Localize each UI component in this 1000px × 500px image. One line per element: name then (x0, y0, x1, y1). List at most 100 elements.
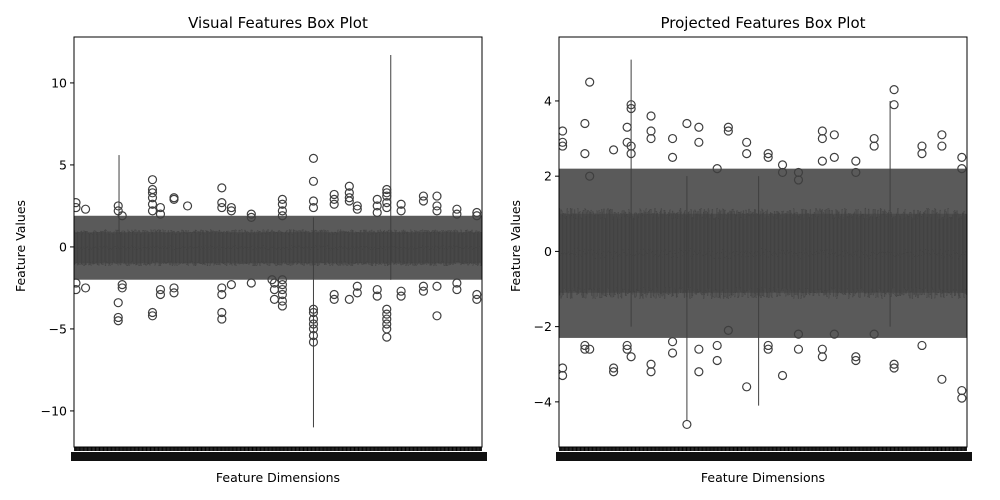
outlier-point (559, 141, 568, 151)
outlier-point (626, 100, 636, 110)
outlier-point (626, 103, 636, 114)
boxes-group (559, 59, 967, 430)
outlier-point (763, 149, 773, 159)
outlier-point (608, 363, 619, 373)
outlier-point (472, 211, 482, 221)
outlier-point (694, 367, 704, 377)
outlier-point (667, 337, 678, 347)
outlier-point (472, 207, 482, 218)
outlier-point (777, 370, 788, 381)
outlier-point (277, 206, 287, 216)
outlier-point (817, 133, 827, 144)
outlier-point (74, 278, 81, 288)
outlier-point (851, 355, 861, 366)
outlier-point (694, 122, 704, 132)
outlier-point (113, 298, 123, 308)
outlier-point (352, 281, 362, 291)
plot-area-visual: −10 −5 0 5 10 (41, 36, 487, 461)
outlier-point (817, 352, 827, 362)
outlier-point (269, 294, 280, 304)
y-tick-label: 10 (51, 75, 67, 90)
outlier-point (694, 137, 704, 147)
outlier-point (585, 171, 595, 181)
outlier-point (329, 294, 339, 304)
outlier-point (682, 118, 692, 129)
outlier-point (937, 130, 947, 140)
outlier-point (246, 278, 256, 288)
projected-features-panel: Projected Features Box Plot Feature Dime… (508, 14, 972, 485)
outlier-point (382, 332, 392, 342)
outlier-point (382, 324, 392, 334)
outlier-point (382, 184, 392, 195)
outlier-point (308, 196, 319, 206)
outlier-point (74, 198, 81, 208)
outlier-point (889, 359, 899, 369)
outlier-point (246, 212, 256, 222)
outlier-point (712, 164, 722, 174)
outlier-point (308, 337, 319, 347)
y-tick-label: 2 (544, 169, 552, 184)
outlier-point (217, 314, 227, 324)
y-tick-label: 5 (59, 157, 67, 172)
outlier-point (817, 126, 827, 136)
outlier-point (329, 289, 339, 300)
outlier-point (777, 160, 788, 170)
outlier-point (712, 340, 722, 351)
y-tick-label: −10 (41, 403, 67, 418)
outlier-point (763, 340, 773, 351)
outlier-point (169, 283, 179, 293)
outlier-point (622, 122, 632, 132)
outlier-point (217, 198, 227, 208)
outlier-point (723, 122, 733, 132)
outlier-point (308, 324, 319, 334)
outlier-point (646, 367, 656, 377)
outlier-point (580, 149, 590, 159)
outlier-point (869, 141, 879, 151)
outlier-point (308, 176, 319, 186)
outlier-point (432, 191, 442, 201)
outlier-point (352, 288, 362, 298)
outlier-point (559, 370, 568, 381)
outlier-point (418, 281, 429, 291)
outlier-point (277, 194, 287, 204)
outlier-point (147, 193, 158, 203)
outlier-point (646, 126, 656, 136)
visual-features-panel: Visual Features Box Plot Feature Dimensi… (13, 14, 487, 485)
outlier-point (646, 359, 656, 369)
outlier-point (432, 201, 442, 211)
outlier-point (452, 278, 462, 288)
outlier-point (559, 137, 568, 147)
outlier-point (344, 193, 354, 203)
outlier-point (382, 202, 392, 213)
outlier-point (329, 199, 339, 209)
outlier-point (277, 284, 287, 295)
outlier-point (372, 291, 382, 301)
outlier-point (308, 330, 319, 341)
outlier-point (147, 311, 158, 321)
outlier-point (585, 344, 595, 354)
outlier-point (608, 367, 619, 377)
outlier-point (147, 307, 158, 318)
outlier-point (667, 133, 678, 144)
outlier-point (432, 311, 442, 321)
outlier-point (580, 344, 590, 354)
outlier-point (277, 211, 287, 221)
outlier-point (432, 281, 442, 291)
outlier-point (277, 280, 287, 290)
outlier-point (817, 156, 827, 166)
outlier-point (372, 194, 382, 204)
outlier-point (646, 111, 656, 121)
boxes-group (74, 55, 482, 428)
outlier-point (344, 196, 354, 206)
outlier-point (308, 314, 319, 324)
y-tick-label: 4 (544, 93, 552, 108)
outlier-point (396, 286, 406, 296)
x-axis-label-projected: Feature Dimensions (701, 470, 825, 485)
outlier-point (396, 206, 406, 216)
outlier-point (329, 194, 339, 204)
outlier-point (559, 126, 568, 136)
outlier-point (817, 344, 827, 354)
outlier-point (352, 204, 362, 214)
outlier-point (742, 137, 752, 147)
